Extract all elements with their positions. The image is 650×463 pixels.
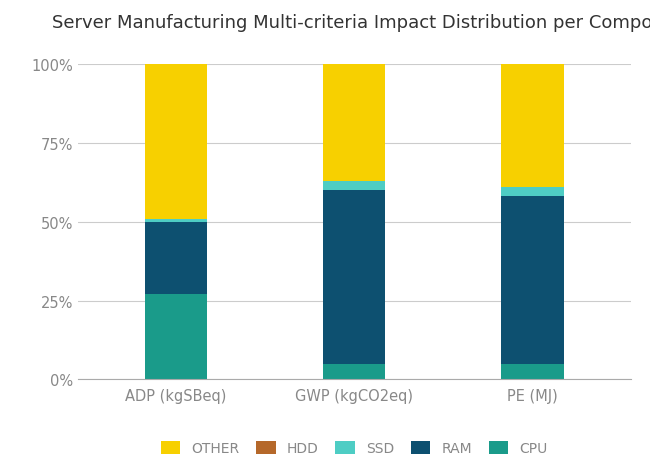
Bar (501, 364, 564, 380)
Bar (323, 191, 385, 364)
Bar (501, 197, 564, 364)
Bar (323, 181, 385, 191)
Bar (145, 294, 207, 380)
Bar (145, 219, 207, 222)
Text: Server Manufacturing Multi-criteria Impact Distribution per Component: Server Manufacturing Multi-criteria Impa… (52, 14, 650, 32)
Legend: OTHER, HDD, SSD, RAM, CPU: OTHER, HDD, SSD, RAM, CPU (155, 435, 553, 461)
Bar (145, 65, 207, 219)
Bar (323, 364, 385, 380)
Bar (323, 65, 385, 181)
Bar (501, 65, 564, 188)
Bar (145, 222, 207, 294)
Bar (501, 188, 564, 197)
